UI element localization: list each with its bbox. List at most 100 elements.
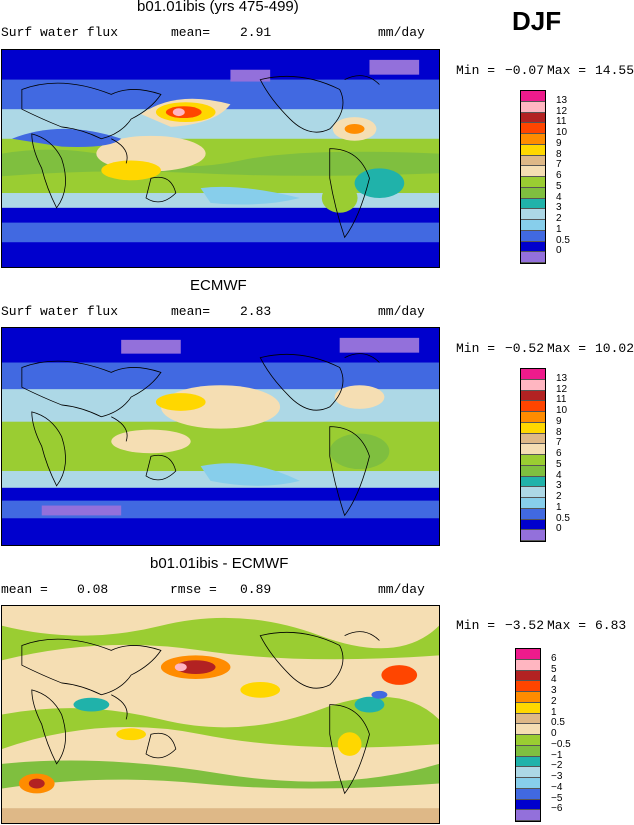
panel-3-map [1, 605, 440, 824]
colorbar-level-label: 2 [551, 695, 557, 707]
colorbar-level-label: 6 [551, 652, 557, 664]
panel-2-mean-label: mean= [171, 304, 211, 319]
colorbar-swatch [521, 444, 545, 455]
colorbar-swatch [521, 433, 545, 445]
colorbar-swatch [516, 799, 540, 811]
panel-2-title: ECMWF [190, 277, 247, 294]
colorbar-swatch [516, 702, 540, 714]
panel-1-field-label: Surf water flux [1, 25, 119, 40]
colorbar-level-label: 2 [556, 213, 562, 224]
panel-3-max-value: 6.83 [595, 618, 627, 633]
panel-1-min-label: Min = [456, 63, 496, 78]
colorbar-level-label: 0.5 [551, 717, 565, 729]
colorbar-level-label: 0 [551, 728, 557, 739]
colorbar-swatch [521, 177, 545, 188]
colorbar-level-label: 9 [556, 415, 562, 427]
colorbar-swatch [521, 530, 545, 541]
colorbar-level-label: −6 [551, 803, 563, 815]
colorbar-level-label: 6 [556, 448, 562, 459]
colorbar-level-label: 2 [556, 491, 562, 502]
colorbar-swatch [521, 379, 545, 391]
colorbar-swatch [521, 476, 545, 488]
colorbar-swatch [516, 810, 540, 821]
panel-1-swatch-list [521, 91, 545, 263]
colorbar-swatch [521, 155, 545, 167]
colorbar-swatch [521, 422, 545, 434]
colorbar-level-label: 8 [556, 148, 562, 160]
panel-1-map [1, 49, 440, 268]
colorbar-swatch [521, 401, 545, 412]
colorbar-swatch [516, 778, 540, 789]
colorbar-level-label: 0.5 [556, 512, 570, 524]
colorbar-level-label: −1 [551, 749, 563, 761]
colorbar-swatch [521, 412, 545, 423]
colorbar-swatch [521, 390, 545, 402]
panel-3-colorbar [515, 648, 541, 822]
panel-3-min-value: −3.52 [505, 618, 545, 633]
panel-3-title: b01.01ibis - ECMWF [150, 555, 289, 572]
colorbar-swatch [521, 166, 545, 177]
colorbar-level-label: 11 [556, 116, 567, 128]
colorbar-level-label: 5 [556, 180, 562, 192]
colorbar-swatch [516, 745, 540, 757]
colorbar-level-label: 9 [556, 137, 562, 149]
colorbar-level-label: −5 [551, 792, 563, 804]
colorbar-level-label: 0 [556, 523, 562, 535]
colorbar-level-label: −2 [551, 760, 563, 772]
colorbar-swatch [521, 144, 545, 156]
panel-2-mean-value: 2.83 [240, 304, 272, 319]
colorbar-level-label: −3 [551, 771, 563, 782]
colorbar-level-label: 4 [556, 191, 562, 203]
colorbar-swatch [521, 220, 545, 231]
colorbar-swatch [516, 681, 540, 692]
colorbar-swatch [521, 241, 545, 253]
panel-2-colorbar [520, 368, 546, 542]
panel-2-max-value: 10.02 [595, 341, 634, 356]
panel-3-mean-label: mean = [1, 582, 48, 597]
colorbar-swatch [521, 209, 545, 220]
colorbar-swatch [521, 252, 545, 263]
colorbar-swatch [521, 123, 545, 134]
colorbar-level-label: 12 [556, 383, 568, 395]
panel-1-units: mm/day [378, 25, 425, 40]
colorbar-swatch [521, 112, 545, 124]
panel-1-mean-label: mean= [171, 25, 211, 40]
colorbar-level-label: 1 [551, 706, 557, 718]
colorbar-level-label: 10 [556, 405, 568, 416]
colorbar-swatch [516, 767, 540, 778]
colorbar-level-label: 4 [551, 674, 557, 686]
colorbar-level-label: 3 [556, 480, 562, 492]
colorbar-level-label: 5 [551, 663, 557, 675]
colorbar-swatch [521, 487, 545, 498]
panel-3-max-label: Max = [547, 618, 587, 633]
colorbar-swatch [516, 670, 540, 682]
panel-1-min-value: −0.07 [505, 63, 545, 78]
colorbar-swatch [521, 369, 545, 380]
colorbar-level-label: 12 [556, 105, 568, 117]
colorbar-level-label: 7 [556, 437, 562, 449]
colorbar-level-label: 10 [556, 127, 568, 138]
colorbar-swatch [521, 198, 545, 210]
colorbar-swatch [521, 465, 545, 477]
colorbar-level-label: 6 [556, 170, 562, 181]
colorbar-level-label: −0.5 [551, 738, 571, 750]
panel-1-max-value: 14.55 [595, 63, 634, 78]
colorbar-swatch [516, 724, 540, 735]
colorbar-swatch [516, 713, 540, 725]
colorbar-level-label: 0 [556, 245, 562, 257]
colorbar-level-label: 4 [556, 469, 562, 481]
panel-2-min-value: −0.52 [505, 341, 545, 356]
colorbar-swatch [521, 91, 545, 102]
colorbar-swatch [521, 498, 545, 509]
colorbar-level-label: 5 [556, 458, 562, 470]
colorbar-level-label: 3 [556, 202, 562, 214]
colorbar-level-label: 8 [556, 426, 562, 438]
colorbar-swatch [521, 101, 545, 113]
panel-3-rmse-value: 0.89 [240, 582, 272, 597]
panel-2-map [1, 327, 440, 546]
colorbar-level-label: 11 [556, 394, 567, 406]
colorbar-swatch [521, 187, 545, 199]
colorbar-level-label: 1 [556, 501, 562, 513]
colorbar-level-label: 13 [556, 94, 568, 106]
colorbar-swatch [516, 649, 540, 660]
